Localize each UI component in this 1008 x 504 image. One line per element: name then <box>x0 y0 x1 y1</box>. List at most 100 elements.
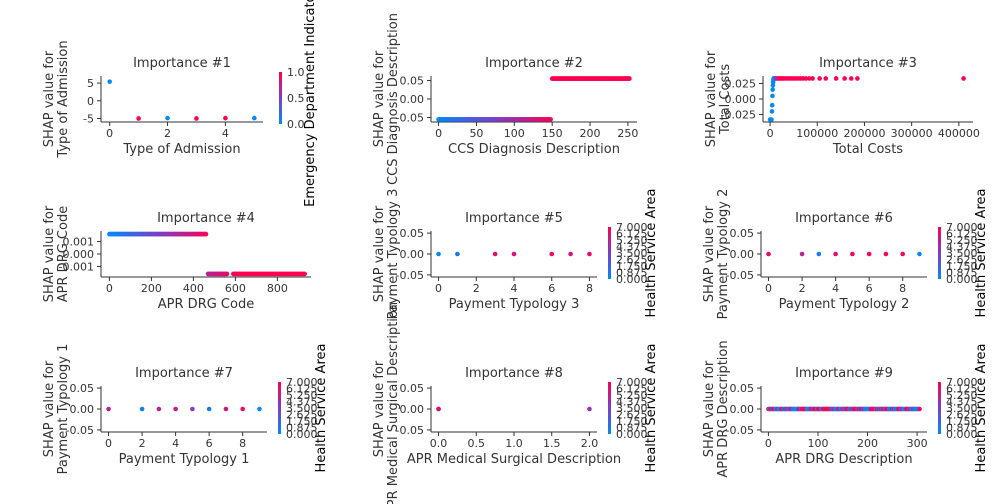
y-tick-label: 0 <box>87 95 94 108</box>
x-tick-label: 150 <box>542 127 563 140</box>
y-tick-label: -0.025 <box>721 109 756 122</box>
scatter-point <box>165 115 170 121</box>
x-axis-label: APR DRG Description <box>775 452 912 467</box>
colorbar-tick-label: 1.750 <box>946 260 978 273</box>
y-axis-label: SHAP value forTotal Costs <box>704 50 733 147</box>
chart-title: Importance #2 <box>485 56 583 71</box>
scatter-point <box>203 231 209 237</box>
colorbar-tick-label: 1.750 <box>616 260 648 273</box>
colorbar-tick-label: 0.875 <box>946 422 978 435</box>
x-tick-label: 6 <box>866 282 873 295</box>
scatter-point <box>136 116 141 121</box>
y-axis-label: SHAP value forPayment Typology 2 <box>702 189 731 320</box>
colorbar-tick-label: 6.125 <box>616 383 648 396</box>
y-tick-label: 0.000 <box>725 93 757 106</box>
scatter-point <box>769 117 774 122</box>
x-tick-label: 0 <box>765 437 772 450</box>
colorbar-tick-label: 4.375 <box>616 241 648 254</box>
x-tick-label: 8 <box>586 282 593 295</box>
scatter-point <box>257 406 262 412</box>
x-tick-label: 200 <box>141 282 162 295</box>
x-tick-label: 0.5 <box>468 437 486 450</box>
scatter-point <box>817 76 822 81</box>
scatter-point <box>770 87 775 92</box>
colorbar-tick-label: 3.500 <box>286 402 318 415</box>
x-tick-label: 800 <box>267 282 288 295</box>
x-tick-label: 300 <box>907 437 928 450</box>
y-tick-label: -0.05 <box>726 424 754 437</box>
colorbar-label: Health Service Area <box>314 344 329 473</box>
shap-panel-5: Importance #5 0 2 4 6 8 -0.05 0.00 0.05 Payment T… <box>372 189 659 320</box>
scatter-point <box>511 251 517 257</box>
colorbar-tick-label: 0.000 <box>616 273 648 286</box>
colorbar-tick-label: 0.000 <box>946 273 978 286</box>
y-tick-label: 0.05 <box>400 382 425 395</box>
x-tick-label: 4 <box>172 437 179 450</box>
colorbar-tick-label: 4.375 <box>286 396 318 409</box>
shap-panel-3: Importance #3 0 100000 200000 300000 400000 -0… <box>704 50 980 157</box>
chart-title: Importance #7 <box>135 366 233 381</box>
x-tick-label: 6 <box>206 437 213 450</box>
y-tick-label: -0.05 <box>396 269 424 282</box>
colorbar <box>608 227 611 279</box>
scatter-point <box>842 76 847 81</box>
colorbar-tick-label: 2.625 <box>616 409 648 422</box>
x-tick-label: 50 <box>469 127 483 140</box>
scatter-point <box>252 115 257 121</box>
x-tick-label: 0 <box>765 282 772 295</box>
y-axis-label: SHAP value forPayment Typology 3 <box>372 189 401 320</box>
scatter-point <box>866 251 872 257</box>
chart-title: Importance #8 <box>465 366 563 381</box>
x-tick-label: 600 <box>225 282 246 295</box>
colorbar-tick-label: 5.250 <box>946 234 978 247</box>
y-tick-label: -0.001 <box>59 260 94 273</box>
x-tick-label: 2 <box>164 127 171 140</box>
y-tick-label: 0.00 <box>70 403 95 416</box>
y-tick-label: -0.05 <box>726 269 754 282</box>
scatter-point <box>627 76 632 81</box>
colorbar-tick-label: 1.750 <box>286 415 318 428</box>
x-tick-label: 1.5 <box>543 437 561 450</box>
x-tick-label: 1.0 <box>505 437 523 450</box>
scatter-point <box>770 93 775 99</box>
x-tick-label: 8 <box>899 282 906 295</box>
x-tick-label: 0 <box>435 282 442 295</box>
shap-panel-8: Importance #8 0.0 0.5 1.0 1.5 2.0 -0.05 0.00 0.0… <box>372 302 659 504</box>
scatter-point <box>194 116 199 121</box>
x-tick-label: 0 <box>105 437 112 450</box>
x-tick-label: 4 <box>832 282 839 295</box>
x-axis-label: Type of Admission <box>122 142 240 157</box>
colorbar-tick-label: 6.125 <box>946 228 978 241</box>
colorbar-tick-label: 3.500 <box>616 247 648 260</box>
colorbar-tick-label: 2.625 <box>946 409 978 422</box>
scatter-point <box>492 251 498 257</box>
x-axis-label: Payment Typology 2 <box>779 297 910 312</box>
colorbar-tick-label: 4.375 <box>616 396 648 409</box>
scatter-point <box>568 251 573 257</box>
x-tick-label: 0 <box>435 127 442 140</box>
scatter-point <box>549 251 555 257</box>
chart-title: Importance #1 <box>133 56 231 71</box>
colorbar-tick-label: 3.500 <box>616 402 648 415</box>
x-tick-label: 100 <box>504 127 525 140</box>
y-tick-label: 0.05 <box>70 382 95 395</box>
scatter-point <box>833 251 838 257</box>
colorbar-tick-label: 0.875 <box>616 422 648 435</box>
x-axis-label: Payment Typology 3 <box>449 297 580 312</box>
x-axis-label: Total Costs <box>832 142 903 157</box>
x-tick-label: 0 <box>106 127 113 140</box>
shap-panel-7: Importance #7 0 2 4 6 8 -0.05 0.00 0.05 Payment T… <box>42 344 329 475</box>
x-tick-label: 4 <box>222 127 229 140</box>
x-tick-label: 4 <box>511 282 518 295</box>
colorbar-tick-label: 0.875 <box>286 422 318 435</box>
y-tick-label: 0.05 <box>400 74 425 87</box>
colorbar-label: Health Service Area <box>974 344 989 473</box>
x-tick-label: 2 <box>473 282 480 295</box>
chart-title: Importance #3 <box>819 56 917 71</box>
shap-panel-4: Importance #4 0 200 400 600 800 -0.0010.0000.0… <box>42 205 311 312</box>
scatter-point <box>806 76 812 81</box>
colorbar-tick-label: 7.000 <box>946 221 978 234</box>
colorbar-tick-label: 0.000 <box>946 428 978 441</box>
scatter-point <box>961 76 966 81</box>
x-tick-label: 2 <box>799 282 806 295</box>
